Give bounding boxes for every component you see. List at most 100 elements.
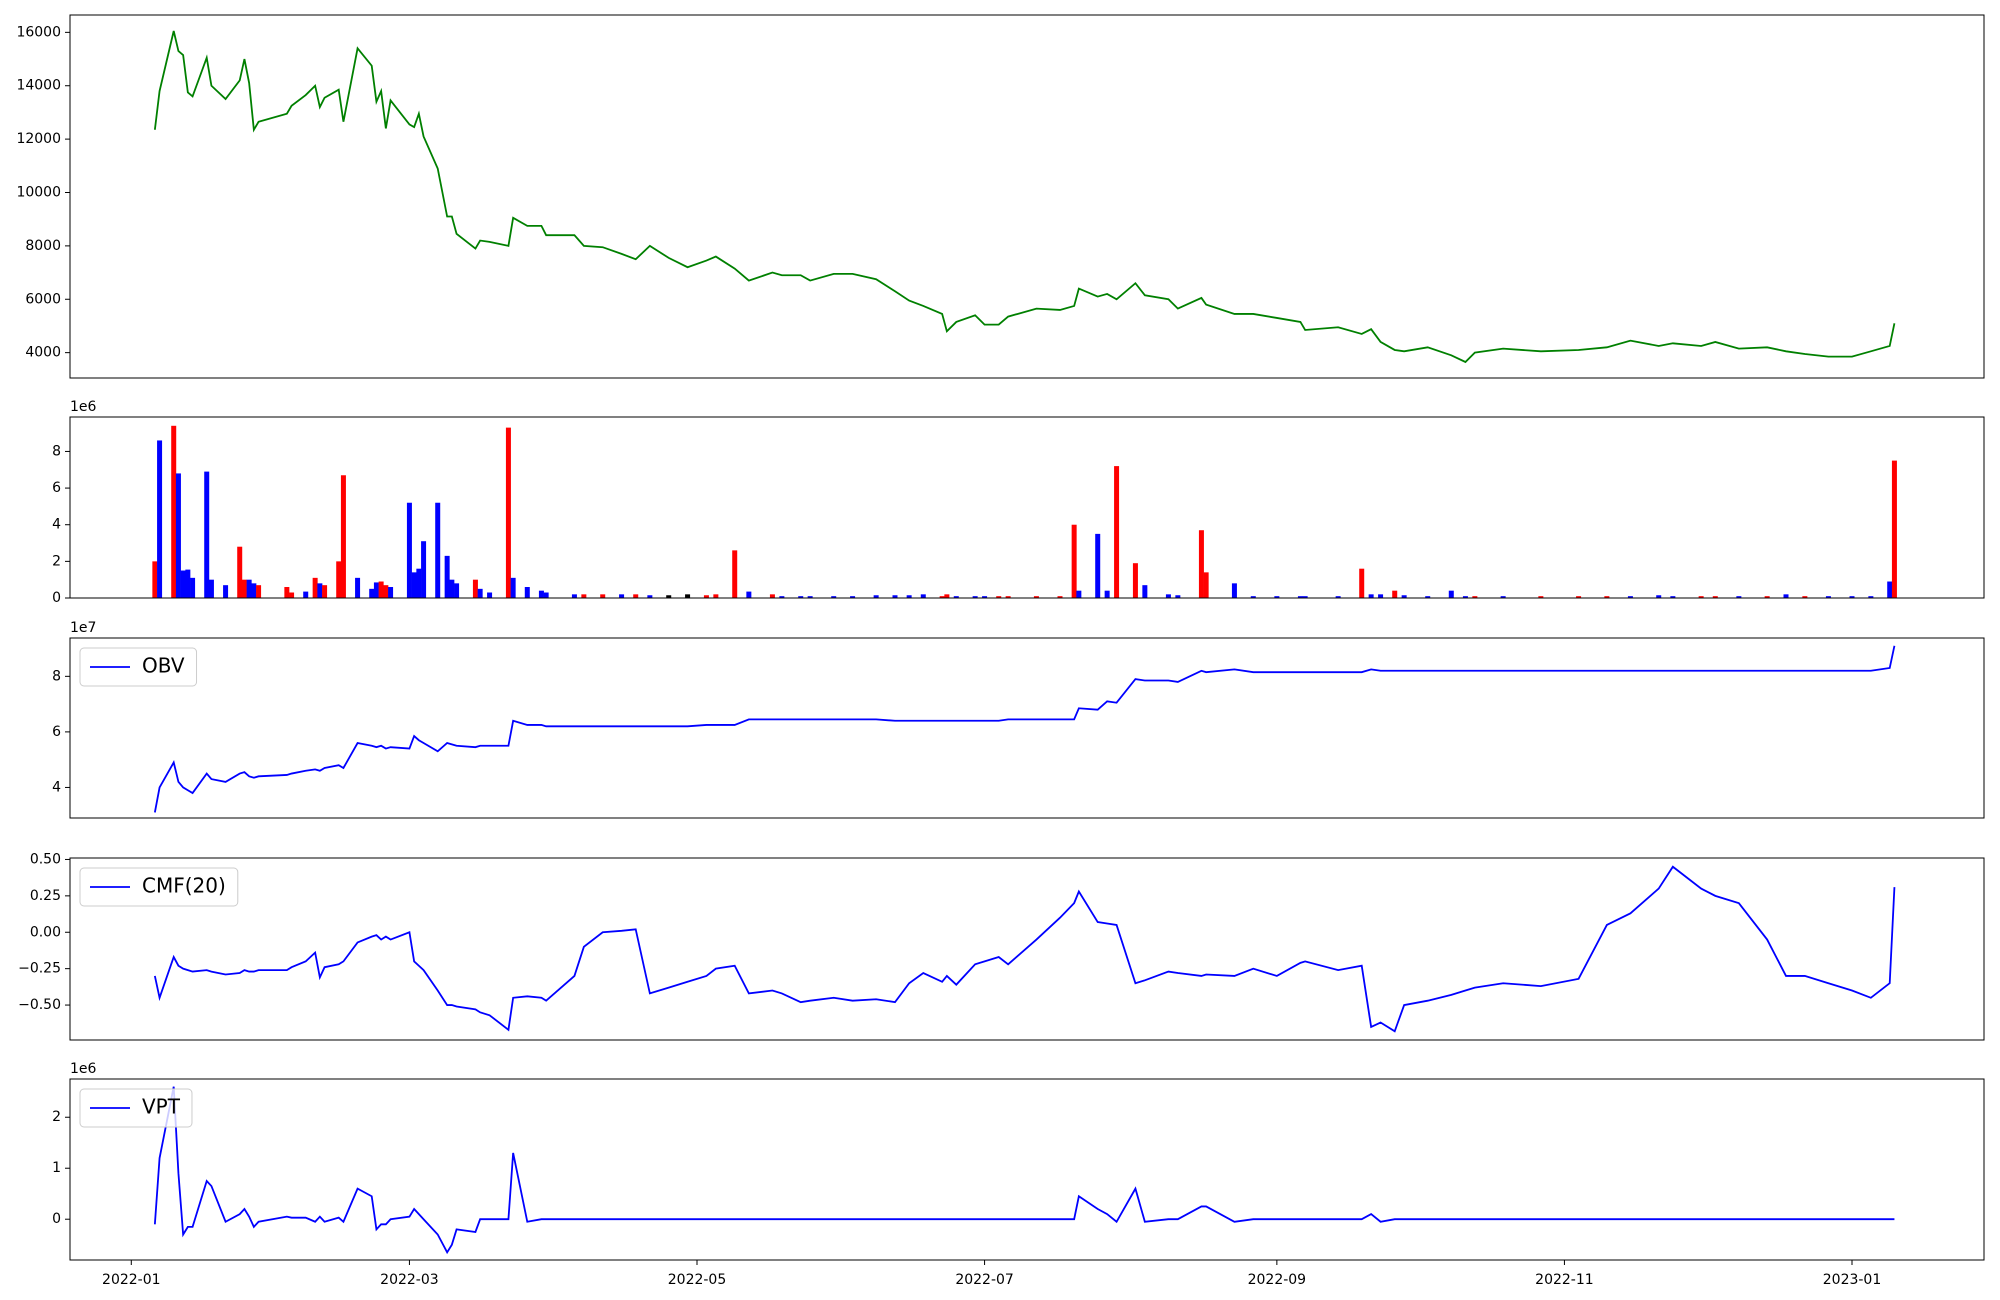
axes-frame	[69, 1078, 1985, 1261]
bar	[1198, 530, 1204, 598]
bar	[1203, 572, 1209, 598]
bar	[152, 561, 158, 598]
bar	[175, 473, 181, 598]
bar	[581, 594, 587, 598]
bar	[1538, 596, 1544, 598]
legend-box	[79, 647, 198, 687]
bar	[355, 577, 361, 598]
bar	[505, 427, 511, 598]
bar	[246, 579, 252, 598]
bar	[1698, 596, 1704, 598]
bar	[892, 595, 898, 598]
y-tick-label: 4	[52, 779, 61, 795]
bar	[1359, 568, 1365, 598]
bar	[807, 596, 813, 598]
bar	[685, 594, 691, 598]
bar	[1448, 590, 1454, 598]
bar	[831, 596, 837, 598]
y-tick-label: 0.50	[30, 851, 61, 867]
bar	[241, 579, 247, 598]
bar	[1891, 460, 1897, 598]
offset-label: 1e6	[70, 1061, 97, 1077]
x-tick-label: 2022-05	[668, 1272, 727, 1288]
line	[153, 30, 1896, 364]
bar	[416, 568, 422, 598]
bar	[1368, 594, 1374, 598]
bar	[1231, 583, 1237, 598]
x-tick-label: 2022-11	[1535, 1272, 1594, 1288]
bar	[1057, 596, 1063, 598]
bar	[1302, 596, 1308, 598]
legend-label: VPT	[142, 1095, 181, 1119]
bar	[454, 583, 460, 598]
y-tick-label: 6	[52, 724, 61, 740]
bar	[373, 582, 379, 598]
bar	[322, 585, 328, 598]
bar	[703, 595, 709, 598]
bar	[1250, 596, 1256, 598]
bar	[1425, 596, 1431, 598]
bar	[435, 502, 441, 598]
bar	[1670, 596, 1676, 598]
legend-box	[79, 867, 239, 907]
y-tick-label: 16000	[16, 24, 61, 40]
y-tick-label: 0.00	[30, 924, 61, 940]
bar	[284, 587, 290, 598]
bar	[1104, 590, 1110, 598]
bar	[1175, 595, 1181, 598]
bar	[383, 585, 389, 598]
bar	[157, 440, 163, 598]
bar	[190, 577, 196, 598]
bar	[510, 577, 516, 598]
bar	[444, 555, 450, 598]
bar	[251, 583, 257, 598]
bar	[1005, 596, 1011, 598]
bar	[317, 583, 323, 598]
bar	[340, 475, 346, 598]
bar	[449, 579, 455, 598]
bar	[1802, 596, 1808, 598]
bar	[713, 594, 719, 598]
bar	[939, 596, 945, 598]
y-tick-label: 4	[52, 517, 61, 533]
y-tick-label: 2	[52, 1109, 61, 1125]
bar	[406, 502, 412, 598]
x-tick-label: 2022-03	[380, 1272, 439, 1288]
bar	[619, 594, 625, 598]
bar	[873, 595, 879, 598]
bar	[1071, 524, 1077, 598]
bar	[1783, 594, 1789, 598]
bar	[1825, 596, 1831, 598]
bar	[1627, 596, 1633, 598]
line	[153, 865, 1896, 1033]
bar	[666, 595, 672, 598]
bar	[1095, 533, 1101, 598]
bar	[237, 546, 243, 598]
x-tick-label: 2022-07	[955, 1272, 1014, 1288]
bar	[1868, 596, 1874, 598]
bar	[543, 592, 549, 598]
bar	[1165, 594, 1171, 598]
y-tick-label: 0.25	[30, 888, 61, 904]
bar	[1378, 594, 1384, 598]
y-tick-label: 1	[52, 1160, 61, 1176]
legend-box	[79, 1088, 193, 1128]
bar	[223, 585, 229, 598]
bar	[779, 596, 785, 598]
y-tick-label: −0.50	[18, 997, 61, 1013]
y-tick-label: 0	[52, 590, 61, 606]
y-tick-label: 8	[52, 668, 61, 684]
bar	[1500, 596, 1506, 598]
bar	[180, 570, 186, 598]
y-tick-label: −0.25	[18, 961, 61, 977]
bar	[1604, 596, 1610, 598]
bar	[1472, 596, 1478, 598]
bar	[982, 596, 988, 598]
x-tick-label: 2023-01	[1823, 1272, 1882, 1288]
legend-label: OBV	[142, 654, 185, 678]
y-tick-label: 12000	[16, 131, 61, 147]
bar	[524, 587, 530, 598]
bar	[746, 591, 752, 598]
bar	[1462, 596, 1468, 598]
